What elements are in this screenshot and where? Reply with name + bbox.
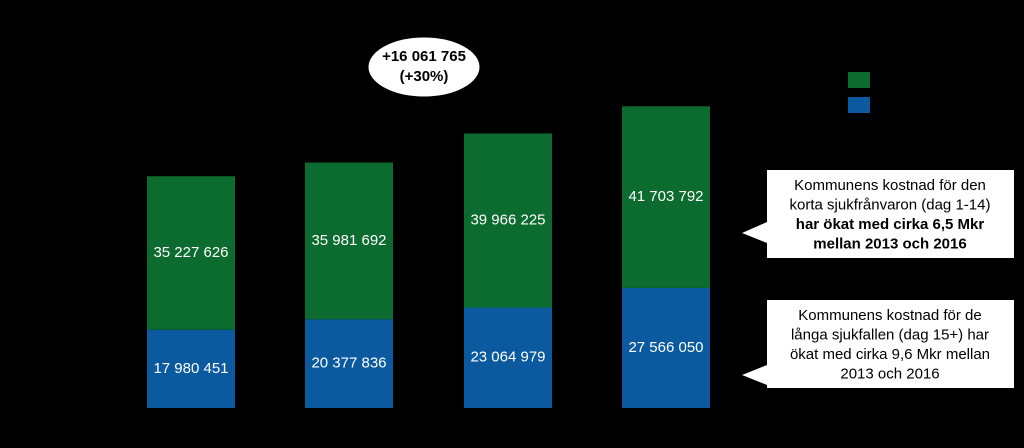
callout-box bbox=[742, 300, 1014, 388]
callout-text: korta sjukfrånvaron (dag 1-14) bbox=[790, 196, 991, 213]
value-label: 27 566 050 bbox=[628, 339, 703, 356]
value-label: 35 981 692 bbox=[311, 232, 386, 249]
value-label: 17 980 451 bbox=[153, 360, 228, 377]
callout-text: Kommunens kostnad för den bbox=[794, 177, 986, 194]
annotation-text: +16 061 765 bbox=[382, 48, 466, 65]
callout-text: Kommunens kostnad för de bbox=[798, 307, 981, 324]
bar-segment bbox=[464, 307, 552, 408]
callout-text: 2013 och 2016 bbox=[840, 365, 939, 382]
bar-segment bbox=[464, 133, 552, 308]
legend-swatch bbox=[848, 72, 870, 88]
value-label: 35 227 626 bbox=[153, 244, 228, 261]
callout-text: har ökat med cirka 6,5 Mkr bbox=[796, 216, 985, 233]
annotation-text: (+30%) bbox=[400, 68, 449, 85]
bar-segment bbox=[305, 162, 393, 320]
bar-segment bbox=[622, 287, 710, 408]
bar-segment bbox=[622, 106, 710, 288]
bar-segment bbox=[147, 329, 235, 408]
value-label: 23 064 979 bbox=[470, 349, 545, 366]
callout-text: mellan 2013 och 2016 bbox=[813, 235, 966, 252]
callout-box bbox=[742, 170, 1014, 258]
legend-swatch bbox=[848, 97, 870, 113]
value-label: 20 377 836 bbox=[311, 355, 386, 372]
value-label: 41 703 792 bbox=[628, 188, 703, 205]
value-label: 39 966 225 bbox=[470, 211, 545, 228]
callout-text: långa sjukfallen (dag 15+) har bbox=[791, 326, 989, 343]
bar-segment bbox=[305, 319, 393, 408]
bar-segment bbox=[147, 176, 235, 330]
callout-text: ökat med cirka 9,6 Mkr mellan bbox=[790, 346, 990, 363]
annotation-bubble bbox=[367, 36, 481, 98]
